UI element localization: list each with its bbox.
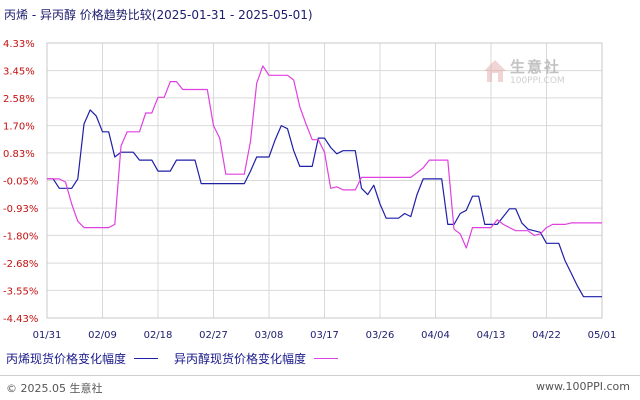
series-line-1 (47, 65, 602, 249)
x-tick-label: 03/08 (255, 330, 284, 341)
x-tick-label: 02/18 (144, 330, 173, 341)
y-tick-label: -2.68% (3, 259, 38, 270)
footer-site-link[interactable]: www.100PPI.com (536, 380, 630, 393)
x-tick-label: 04/13 (477, 330, 506, 341)
x-tick-label: 04/04 (421, 330, 450, 341)
footer-copyright: © 2025.05 生意社 (6, 382, 103, 395)
x-tick-label: 03/17 (310, 330, 339, 341)
chart-title: 丙烯 - 异丙醇 价格趋势比较(2025-01-31 - 2025-05-01) (4, 8, 313, 22)
y-tick-label: 1.70% (3, 122, 35, 133)
footer-divider (0, 375, 640, 376)
watermark-url: 100PPI.COM (510, 76, 565, 86)
watermark: 生意社 100PPI.COM (482, 56, 592, 96)
y-tick-label: -0.05% (3, 177, 38, 188)
y-tick-label: 3.45% (3, 67, 35, 78)
y-tick-label: -0.93% (3, 204, 38, 215)
y-tick-label: 4.33% (3, 39, 35, 50)
legend-label-series-0: 丙烯现货价格变化幅度 (6, 351, 127, 366)
y-tick-label: -1.80% (3, 231, 38, 242)
y-tick-label: -3.55% (3, 286, 38, 297)
x-tick-label: 05/01 (588, 330, 617, 341)
legend-swatch-series-0 (134, 357, 159, 359)
x-tick-label: 04/22 (532, 330, 561, 341)
y-tick-label: 2.58% (3, 94, 35, 105)
series-line-0 (47, 109, 602, 298)
watermark-name: 生意社 (510, 58, 562, 76)
x-tick-label: 01/31 (33, 330, 62, 341)
y-tick-label: 0.83% (3, 149, 35, 160)
x-tick-label: 02/09 (88, 330, 117, 341)
y-tick-label: -4.43% (3, 314, 38, 325)
watermark-logo-icon (484, 60, 506, 82)
x-tick-label: 03/26 (366, 330, 395, 341)
plot-border (46, 42, 603, 319)
legend-swatch-series-1 (314, 357, 339, 359)
legend: 丙烯现货价格变化幅度 异丙醇现货价格变化幅度 (6, 350, 354, 366)
legend-label-series-1: 异丙醇现货价格变化幅度 (174, 351, 307, 366)
x-tick-label: 02/27 (199, 330, 228, 341)
